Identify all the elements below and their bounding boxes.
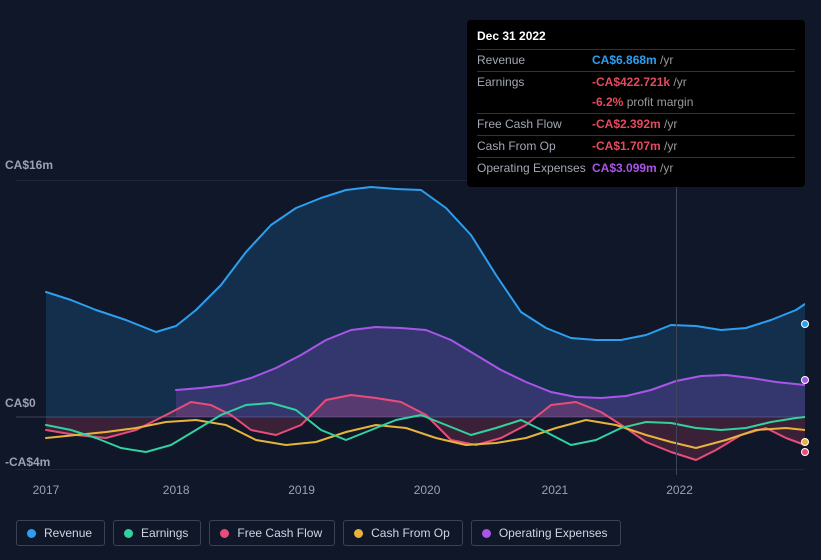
legend-label: Free Cash Flow: [237, 526, 322, 540]
tooltip-value: -CA$2.392m /yr: [592, 116, 795, 133]
legend-item-fcf[interactable]: Free Cash Flow: [209, 520, 335, 546]
tooltip-rows: RevenueCA$6.868m /yrEarnings-CA$422.721k…: [477, 49, 795, 179]
x-axis-label: 2017: [33, 483, 60, 497]
legend-swatch: [482, 529, 491, 538]
tooltip-value: CA$3.099m /yr: [592, 160, 795, 177]
tooltip-label: Cash From Op: [477, 138, 592, 155]
tooltip-label: [477, 94, 592, 111]
y-axis-label: CA$16m: [5, 158, 53, 172]
plot: [16, 180, 805, 470]
tooltip-row: Free Cash Flow-CA$2.392m /yr: [477, 113, 795, 135]
tooltip-date: Dec 31 2022: [477, 28, 795, 49]
legend-swatch: [220, 529, 229, 538]
x-axis: 2017 2018 2019 2020 2021 2022: [16, 483, 805, 501]
legend: Revenue Earnings Free Cash Flow Cash From O…: [16, 520, 621, 546]
legend-swatch: [27, 529, 36, 538]
legend-label: Cash From Op: [371, 526, 450, 540]
chart-svg: [16, 180, 805, 470]
tooltip-label: Operating Expenses: [477, 160, 592, 177]
marker-fcf: [801, 448, 809, 456]
y-axis-label: -CA$4m: [5, 455, 50, 469]
tooltip-row: Earnings-CA$422.721k /yr: [477, 71, 795, 93]
tooltip-value: -CA$1.707m /yr: [592, 138, 795, 155]
tooltip-label: Revenue: [477, 52, 592, 69]
legend-swatch: [354, 529, 363, 538]
x-axis-label: 2022: [666, 483, 693, 497]
legend-item-cfo[interactable]: Cash From Op: [343, 520, 463, 546]
x-axis-label: 2021: [542, 483, 569, 497]
tooltip-value: -CA$422.721k /yr: [592, 74, 795, 91]
tooltip-row: Operating ExpensesCA$3.099m /yr: [477, 157, 795, 179]
marker-opex: [801, 376, 809, 384]
data-tooltip: Dec 31 2022 RevenueCA$6.868m /yrEarnings…: [467, 20, 805, 187]
legend-item-opex[interactable]: Operating Expenses: [471, 520, 621, 546]
marker-revenue: [801, 320, 809, 328]
legend-label: Operating Expenses: [499, 526, 608, 540]
tooltip-value: -6.2% profit margin: [592, 94, 795, 111]
tooltip-row: -6.2% profit margin: [477, 92, 795, 113]
x-axis-label: 2020: [414, 483, 441, 497]
tooltip-row: Cash From Op-CA$1.707m /yr: [477, 135, 795, 157]
legend-label: Revenue: [44, 526, 92, 540]
x-axis-label: 2019: [288, 483, 315, 497]
tooltip-row: RevenueCA$6.868m /yr: [477, 49, 795, 71]
tooltip-label: Free Cash Flow: [477, 116, 592, 133]
y-axis-label: CA$0: [5, 396, 36, 410]
x-axis-label: 2018: [163, 483, 190, 497]
hover-line: [676, 180, 677, 475]
tooltip-label: Earnings: [477, 74, 592, 91]
tooltip-value: CA$6.868m /yr: [592, 52, 795, 69]
marker-cfo: [801, 438, 809, 446]
legend-label: Earnings: [141, 526, 188, 540]
legend-item-revenue[interactable]: Revenue: [16, 520, 105, 546]
chart-area[interactable]: [16, 160, 805, 500]
legend-item-earnings[interactable]: Earnings: [113, 520, 201, 546]
legend-swatch: [124, 529, 133, 538]
